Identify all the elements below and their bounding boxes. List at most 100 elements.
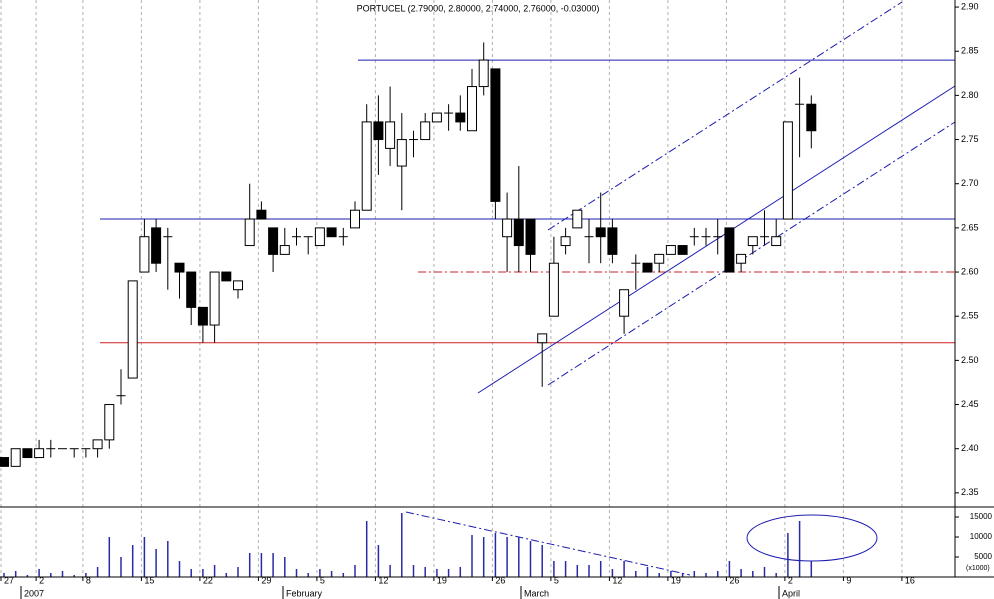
x-tick-label: 15: [144, 575, 154, 585]
x-tick-label: 26: [495, 575, 505, 585]
candle-body: [490, 68, 501, 202]
volume-bar: [599, 561, 602, 577]
candle-body: [34, 448, 45, 459]
volume-bar: [623, 561, 625, 577]
volume-bar: [248, 553, 251, 577]
marks: [0, 42, 817, 577]
candle-body: [806, 103, 817, 132]
candle-body: [607, 227, 618, 255]
y-tick-label: 2.70: [961, 178, 979, 188]
volume-bar: [670, 571, 672, 577]
volume-bar: [319, 569, 321, 577]
x-tick-label: 12: [612, 575, 622, 585]
candle-body: [525, 218, 536, 255]
candle-body: [513, 218, 524, 247]
candle-body: [478, 59, 489, 88]
candle-body: [186, 271, 197, 308]
volume-bar: [307, 573, 309, 577]
volume-bar: [155, 549, 157, 577]
volume-bar: [50, 573, 52, 577]
volume-bar: [284, 557, 286, 577]
volume-bar: [85, 573, 87, 577]
candle-body: [326, 227, 337, 238]
candle-body: [350, 209, 360, 229]
candle-body: [420, 121, 431, 141]
candle-body: [502, 218, 513, 238]
candle-body: [467, 86, 477, 132]
volume-bar: [798, 521, 801, 577]
volume-bar: [576, 565, 579, 577]
volume-bar: [436, 569, 438, 577]
volume-bar: [26, 575, 29, 577]
candle-body: [174, 262, 185, 273]
candle-body: [385, 121, 396, 149]
candle-body: [736, 253, 747, 264]
volume-bar: [131, 545, 134, 577]
volume-bar: [716, 571, 719, 577]
candle-body: [139, 236, 150, 273]
volume-bar: [365, 521, 368, 577]
volume-bar: [752, 571, 754, 577]
candle-body: [747, 236, 758, 247]
candle-body: [361, 121, 372, 211]
volume-bar: [354, 565, 356, 577]
y-tick-label: 2.55: [961, 311, 979, 321]
candle-body: [642, 262, 653, 273]
volume-bar: [541, 545, 543, 577]
volume-tick-label: 15000: [970, 512, 993, 521]
volume-bar: [377, 545, 380, 577]
candle-body: [771, 236, 782, 247]
y-tick-label: 2.75: [961, 134, 979, 144]
volume-bar: [213, 565, 216, 577]
candle-body: [221, 271, 232, 282]
volume-trend-line: [405, 511, 691, 576]
volume-bar: [295, 569, 298, 577]
volume-tick-label: 5000: [974, 552, 992, 561]
x-tick-label: 2: [39, 575, 44, 585]
candle-body: [197, 306, 208, 326]
volume-bar: [529, 541, 532, 577]
candle-body: [314, 227, 325, 247]
candle-body: [619, 289, 630, 317]
volume-bar: [728, 561, 731, 577]
volume-bar: [611, 569, 614, 577]
x-group-label: April: [782, 588, 800, 598]
volume-bar: [108, 537, 111, 577]
y-tick-label: 2.45: [961, 399, 979, 409]
x-tick-label: 9: [846, 575, 851, 585]
y-tick-label: 2.50: [961, 355, 979, 365]
candle-body: [279, 245, 290, 255]
volume-bar: [424, 567, 426, 577]
volume-bar: [38, 569, 40, 577]
x-group-label: March: [524, 588, 549, 598]
chart-title: PORTUCEL (2.79000, 2.80000, 2.74000, 2.7…: [357, 3, 600, 13]
volume-bar: [73, 575, 75, 577]
y-tick-label: 2.80: [961, 90, 979, 100]
trend-line-lower: [547, 121, 956, 386]
y-tick-label: 2.65: [961, 222, 979, 232]
candle-body: [654, 253, 665, 264]
volume-bar: [693, 571, 696, 577]
candle-body: [537, 333, 548, 344]
candle-body: [396, 139, 407, 167]
volume-bar: [775, 573, 777, 577]
x-tick-label: 29: [261, 575, 271, 585]
volume-bar: [342, 573, 345, 577]
candle-body: [22, 448, 33, 459]
volume-bar: [482, 537, 485, 577]
volume-bar: [330, 571, 333, 577]
x-tick-label: 12: [378, 575, 388, 585]
volume-bar: [3, 573, 5, 577]
candle-body: [244, 218, 255, 247]
candle-body: [10, 448, 21, 467]
candle-body: [431, 112, 442, 123]
candle-body: [560, 236, 571, 247]
volume-bar: [588, 565, 590, 577]
volume-bar: [447, 569, 450, 577]
volume-bar: [412, 565, 415, 577]
candle-body: [127, 280, 138, 379]
volume-bar: [681, 573, 684, 577]
volume-bar: [14, 571, 17, 577]
candle-body: [151, 227, 162, 264]
volume-bar: [190, 569, 192, 577]
